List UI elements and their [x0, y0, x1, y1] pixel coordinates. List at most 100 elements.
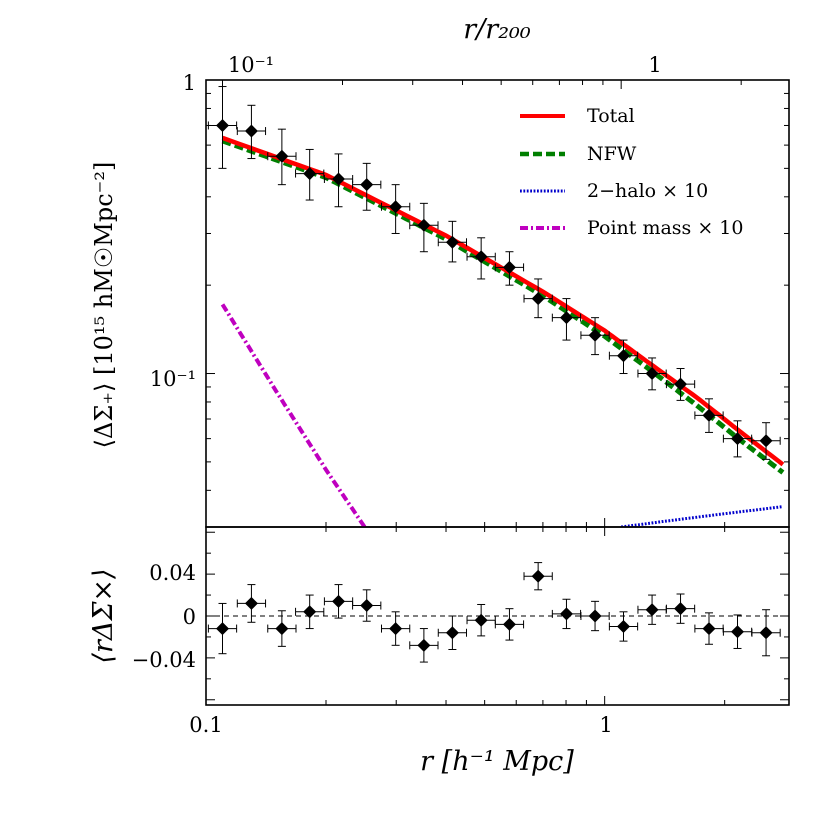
- cross-shear-marker: [303, 605, 317, 619]
- shear-point: [207, 86, 238, 169]
- cross-shear-point: [437, 615, 468, 651]
- shear-marker: [759, 434, 773, 448]
- shear-point: [608, 339, 639, 375]
- bottom-panel-ticks: [205, 527, 789, 705]
- shear-point: [722, 420, 753, 458]
- shear-marker: [389, 200, 403, 214]
- cross-shear-marker: [244, 596, 258, 610]
- shear-point: [523, 278, 553, 319]
- shear-marker: [674, 377, 688, 391]
- cross-shear-point: [722, 614, 753, 649]
- shear-point: [665, 368, 696, 401]
- ytick-label-top-1: 1: [183, 71, 196, 95]
- cross-shear-point: [466, 603, 496, 637]
- shear-marker: [588, 328, 602, 342]
- cross-shear-point: [267, 610, 297, 647]
- shear-marker: [702, 408, 716, 422]
- legend-label-point-mass: Point mass × 10: [587, 217, 743, 239]
- cross-shear-marker: [216, 622, 230, 636]
- legend: Total NFW 2−halo × 10 Point mass × 10: [520, 105, 743, 239]
- legend-label-2-halo: 2−halo × 10: [587, 180, 708, 202]
- bottom-panel: 0.04 0 −0.04 0.1 1 r [h⁻¹ Mpc] ⟨rΔΣ×⟩: [88, 526, 790, 777]
- cross-shear-point: [381, 611, 411, 646]
- shear-data-points: [207, 86, 781, 460]
- top-axis-tick-labels: 10⁻¹ 1: [228, 53, 662, 77]
- shear-marker: [417, 218, 431, 232]
- shear-point: [551, 298, 582, 341]
- cross-shear-marker: [502, 617, 516, 631]
- shear-marker: [275, 149, 289, 163]
- model-curves: [220, 135, 785, 527]
- curve-nfw: [221, 138, 785, 475]
- shear-marker: [559, 311, 573, 325]
- shear-marker: [531, 292, 545, 306]
- shear-point: [437, 220, 468, 263]
- shear-marker: [645, 367, 659, 381]
- shear-marker: [474, 250, 488, 264]
- ytick-label-bot-neg-0-04: −0.04: [132, 648, 196, 672]
- cross-shear-marker: [617, 619, 631, 633]
- shear-point: [295, 148, 325, 201]
- shear-marker: [617, 349, 631, 363]
- cross-shear-marker: [531, 569, 545, 583]
- cross-shear-marker: [389, 622, 403, 636]
- cross-shear-marker: [332, 594, 346, 608]
- shear-point: [466, 237, 496, 280]
- shear-marker: [244, 124, 258, 138]
- cross-shear-marker: [417, 638, 431, 652]
- shear-marker: [445, 235, 459, 249]
- shear-point: [381, 184, 411, 234]
- ytick-label-bot-0: 0: [183, 605, 196, 629]
- top-axis-tick-label-1: 1: [648, 53, 661, 77]
- cross-shear-point: [694, 612, 724, 645]
- cross-shear-marker: [588, 609, 602, 623]
- cross-shear-point: [551, 598, 582, 630]
- legend-entry-point-mass: Point mass × 10: [520, 217, 743, 239]
- top-panel-ylabel: ⟨ΔΣ₊⟩ [10¹⁵ hM☉Mpc⁻²]: [90, 162, 118, 449]
- cross-shear-point: [665, 593, 696, 624]
- shear-point: [751, 422, 781, 460]
- cross-shear-marker: [474, 613, 488, 627]
- cross-shear-point: [295, 594, 325, 630]
- legend-label-total: Total: [587, 105, 635, 127]
- top-panel-frame: [205, 79, 790, 528]
- cross-shear-point: [580, 600, 610, 632]
- top-panel-ytick-labels: 1 10⁻¹: [150, 71, 196, 391]
- top-panel-ticks: [205, 79, 789, 528]
- cross-shear-marker: [645, 603, 659, 617]
- ytick-label-top-0-1: 10⁻¹: [150, 367, 196, 391]
- shear-marker: [360, 178, 374, 192]
- shear-point: [694, 398, 724, 433]
- bottom-xlabel: r [h⁻¹ Mpc]: [420, 746, 574, 777]
- shear-marker: [502, 260, 516, 274]
- shear-marker: [216, 118, 230, 132]
- bottom-xtick-labels: 0.1 1: [189, 713, 612, 737]
- curve-total: [221, 135, 785, 467]
- shear-marker: [303, 167, 317, 181]
- shear-marker: [731, 432, 745, 446]
- cross-shear-marker: [445, 626, 459, 640]
- cross-shear-point: [323, 584, 354, 619]
- cross-shear-marker: [759, 626, 773, 640]
- cross-shear-point: [352, 589, 382, 622]
- xtick-label-1: 1: [599, 713, 612, 737]
- legend-entry-nfw: NFW: [520, 143, 637, 165]
- cross-shear-point: [751, 609, 781, 657]
- curve-point-mass-10: [220, 303, 367, 527]
- cross-shear-point: [207, 602, 238, 655]
- cross-shear-point: [637, 594, 667, 625]
- cross-shear-data-points: [207, 562, 781, 663]
- cross-shear-marker: [702, 622, 716, 636]
- legend-label-nfw: NFW: [587, 143, 637, 165]
- bottom-panel-ytick-labels: 0.04 0 −0.04: [132, 561, 196, 672]
- cross-shear-marker: [275, 622, 289, 636]
- top-panel: 1 10⁻¹ 10⁻¹ 1 r/r₂₀₀ ⟨ΔΣ₊⟩ [10¹⁵ hM☉Mpc⁻…: [90, 14, 790, 528]
- shear-point: [267, 128, 297, 186]
- cross-shear-point: [409, 628, 439, 663]
- top-axis-label: r/r₂₀₀: [463, 14, 531, 45]
- shear-point: [236, 104, 267, 160]
- shear-marker: [332, 172, 346, 186]
- cross-shear-marker: [674, 602, 688, 616]
- shear-point: [494, 251, 525, 286]
